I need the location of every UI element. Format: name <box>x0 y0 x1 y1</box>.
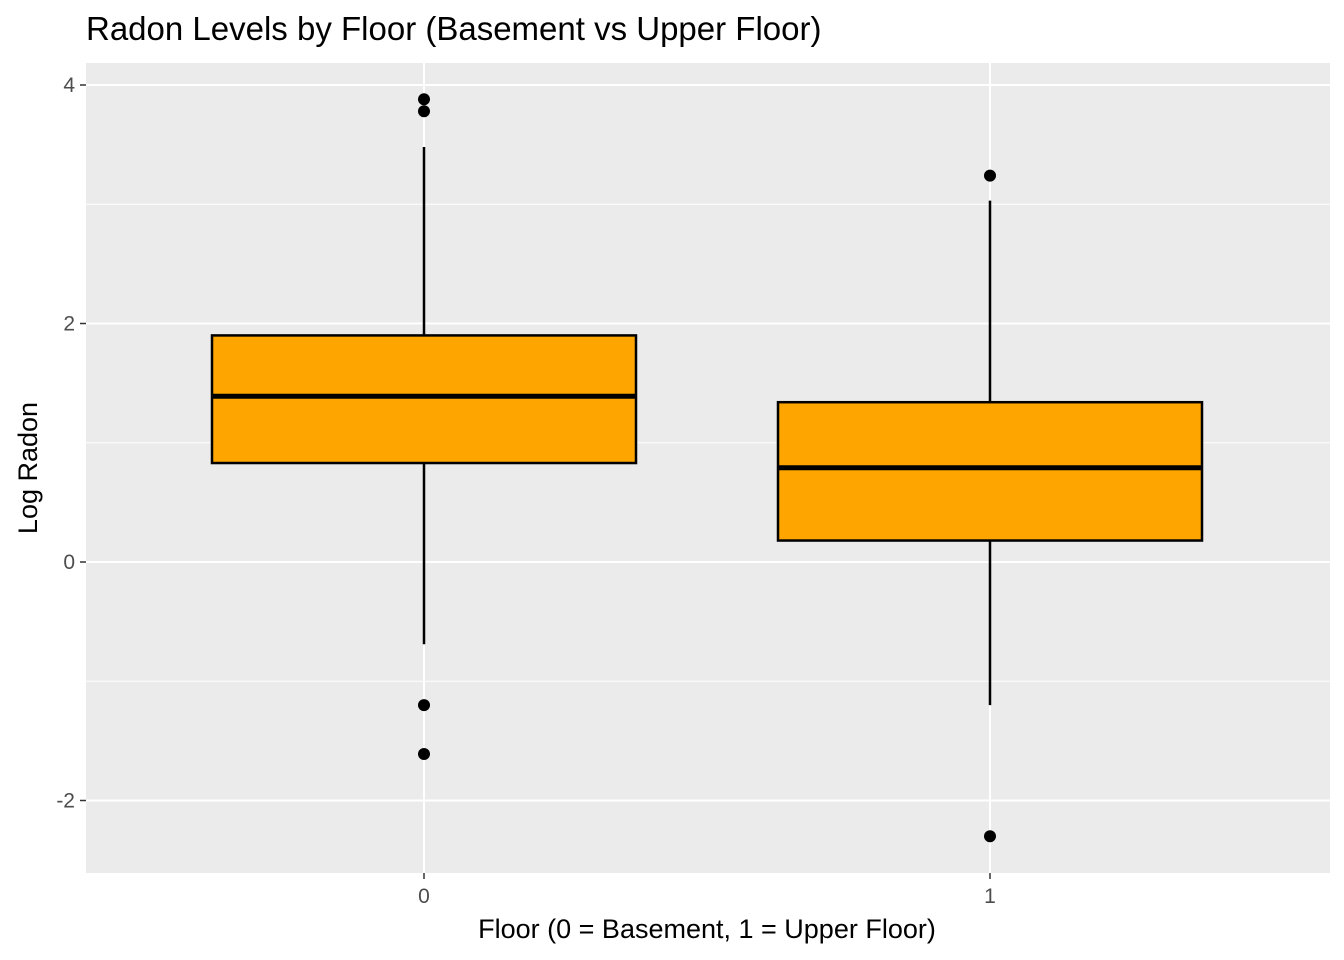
outlier-point <box>418 105 430 118</box>
boxes <box>210 93 1204 843</box>
chart-title: Radon Levels by Floor (Basement vs Upper… <box>86 10 821 47</box>
outlier-point <box>418 699 430 712</box>
outlier-point <box>418 747 430 760</box>
box-group-floor-1 <box>776 169 1204 843</box>
box-group-floor-0 <box>210 93 638 760</box>
x-tick-label: 1 <box>984 885 996 908</box>
y-tick-label: -2 <box>56 790 75 813</box>
x-axis-title: Floor (0 = Basement, 1 = Upper Floor) <box>478 914 936 944</box>
iqr-box <box>210 334 638 465</box>
outlier-point <box>984 169 996 182</box>
y-axis-title: Log Radon <box>13 402 43 534</box>
y-tick-label: 2 <box>63 313 75 336</box>
y-tick-label: 4 <box>63 74 75 97</box>
y-axis-ticks: -2 0 2 4 <box>56 74 86 813</box>
outlier-point <box>984 830 996 843</box>
iqr-box <box>776 400 1204 542</box>
x-tick-label: 0 <box>418 885 430 908</box>
y-tick-label: 0 <box>63 551 75 574</box>
outlier-point <box>418 93 430 106</box>
